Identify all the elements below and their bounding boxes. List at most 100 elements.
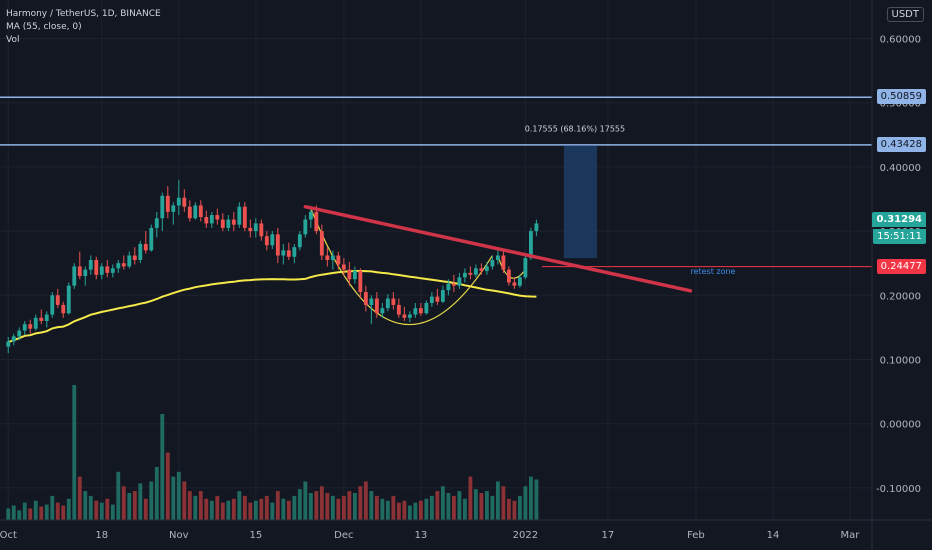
- volume-bar: [154, 466, 159, 520]
- candle-body: [446, 283, 451, 291]
- candle-body: [385, 298, 390, 309]
- volume-bar: [528, 476, 533, 520]
- candle-body: [347, 269, 352, 280]
- volume-bar: [215, 495, 220, 520]
- candle-body: [391, 298, 396, 305]
- candle-body: [215, 215, 220, 220]
- candle-body: [83, 269, 88, 277]
- candle-body: [424, 303, 429, 314]
- symbol-title[interactable]: Harmony / TetherUS, 1D, BINANCE: [6, 9, 161, 19]
- volume-bar: [209, 500, 214, 520]
- candle-body: [11, 336, 16, 342]
- candle-body: [143, 243, 148, 251]
- candle-body: [248, 227, 253, 232]
- candle-body: [286, 250, 291, 257]
- volume-bar: [468, 476, 473, 520]
- volume-bar: [501, 486, 506, 520]
- volume-bar: [512, 500, 517, 520]
- measure-label: 0.17555 (68.16%) 17555: [525, 125, 625, 134]
- candle-body: [154, 218, 159, 228]
- volume-bar: [187, 491, 192, 520]
- volume-bar: [248, 502, 253, 520]
- x-tick-label: 2022: [513, 530, 538, 541]
- candle-body: [77, 266, 82, 277]
- candle-body: [94, 260, 99, 275]
- x-tick-label: Feb: [687, 530, 705, 541]
- candle-body: [99, 266, 104, 275]
- candle-body: [413, 308, 418, 315]
- volume-bar: [44, 504, 49, 520]
- volume-bar: [413, 502, 418, 520]
- volume-bar: [336, 498, 341, 520]
- candle-body: [132, 255, 137, 260]
- candle-body: [50, 295, 55, 315]
- volume-bar: [506, 498, 511, 520]
- downtrend-line: [303, 204, 693, 293]
- candle-body: [253, 223, 258, 232]
- candle-body: [270, 234, 275, 246]
- volume-bar: [275, 491, 280, 520]
- candle-body: [22, 324, 27, 331]
- volume-bar: [473, 489, 478, 520]
- candle-body: [187, 206, 192, 219]
- candle-body: [88, 260, 93, 270]
- volume-bar: [77, 476, 82, 520]
- candle-body: [358, 270, 363, 293]
- candle-body: [512, 282, 517, 286]
- volume-bar: [330, 495, 335, 520]
- x-tick-label: Mar: [841, 530, 861, 541]
- candle-body: [380, 308, 385, 314]
- candle-body: [242, 206, 247, 228]
- candle-body: [198, 205, 203, 217]
- x-tick-label: Dec: [334, 530, 353, 541]
- candle-body: [292, 247, 297, 257]
- candle-body: [138, 243, 143, 260]
- volume-bar: [110, 504, 115, 520]
- resistance-2-price-tag: 0.43428: [876, 136, 926, 152]
- volume-bar: [418, 500, 423, 520]
- volume-indicator-label[interactable]: Vol: [6, 35, 20, 45]
- candle-body: [435, 296, 440, 302]
- candle-body: [330, 255, 335, 260]
- volume-bar: [402, 500, 407, 520]
- volume-bar: [231, 498, 236, 520]
- candle-body: [17, 330, 22, 337]
- volume-bar: [319, 486, 324, 520]
- volume-bar: [204, 498, 209, 520]
- volume-bar: [55, 502, 60, 520]
- volume-bar: [369, 491, 374, 520]
- ma-indicator-label[interactable]: MA (55, close, 0): [6, 22, 82, 32]
- chart-legend: Harmony / TetherUS, 1D, BINANCE MA (55, …: [6, 8, 161, 47]
- candle-body: [473, 268, 478, 275]
- candle-body: [39, 317, 44, 321]
- volume-bar: [66, 498, 71, 520]
- volume-bar: [347, 491, 352, 520]
- candle-body: [451, 283, 456, 286]
- volume-bar: [341, 495, 346, 520]
- countdown-tag: 15:51:11: [873, 228, 926, 244]
- volume-bar: [94, 500, 99, 520]
- resistance-1-price-tag: 0.50859: [876, 89, 926, 105]
- volume-bar: [105, 498, 110, 520]
- last-price-tag: 0.31294: [872, 212, 926, 228]
- currency-selector[interactable]: USDT: [886, 7, 924, 22]
- volume-bar: [220, 502, 225, 520]
- overlays-back: [0, 96, 872, 344]
- volume-bar: [83, 491, 88, 520]
- candle-body: [61, 304, 66, 314]
- candle-body: [352, 270, 357, 280]
- volume-bar: [149, 481, 154, 520]
- volume-bar: [396, 502, 401, 520]
- candle-body: [402, 314, 407, 318]
- volume-bar: [72, 385, 77, 520]
- candle-body: [319, 231, 324, 256]
- candle-body: [457, 277, 462, 286]
- volume-bar: [270, 502, 275, 520]
- candle-body: [501, 255, 506, 270]
- candle-body: [314, 211, 319, 232]
- volume-bar: [407, 505, 412, 520]
- volume-bar: [22, 502, 27, 520]
- measure-box: [563, 145, 597, 259]
- volume-bar: [352, 493, 357, 520]
